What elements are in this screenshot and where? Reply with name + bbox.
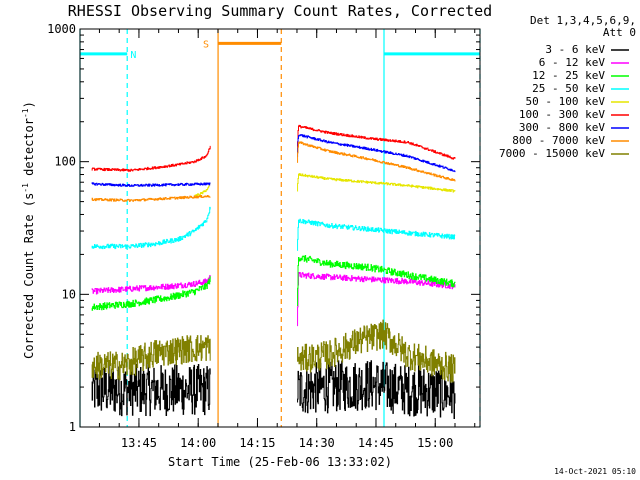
series-1-segment-1	[91, 363, 211, 417]
series-7-segment-2	[297, 134, 456, 173]
y-tick-label-1: 1	[69, 420, 76, 434]
y-tick-label-2: 10	[62, 287, 76, 301]
series-8-segment-1	[91, 194, 211, 203]
series-3-segment-1	[91, 276, 211, 311]
y-axis-label: Corrected Count Rate (s-1 detector-1)	[21, 101, 36, 359]
plot-frame	[79, 28, 481, 428]
x-tick-label-3: 14:15	[239, 436, 275, 450]
legend-label-3: 12 - 25 keV	[532, 69, 605, 82]
y-axis-label-unit2: detector	[22, 118, 36, 183]
detector-label: Det 1,3,4,5,6,9,	[530, 14, 636, 27]
y-axis-label-close: )	[22, 101, 36, 108]
legend-label-4: 25 - 50 keV	[532, 82, 605, 95]
series-5-segment-2	[297, 173, 456, 193]
legend-label-9: 7000 - 15000 keV	[499, 147, 605, 160]
legend-label-1: 3 - 6 keV	[545, 43, 605, 56]
legend-label-8: 800 - 7000 keV	[512, 134, 605, 147]
legend-label-2: 6 - 12 keV	[539, 56, 606, 69]
series-4-segment-1	[91, 206, 211, 250]
data-marks: NS	[79, 29, 481, 427]
x-tick-label-4: 14:30	[299, 436, 335, 450]
y-axis-label-exp1: -1	[21, 183, 30, 193]
legend-label-7: 300 - 800 keV	[519, 121, 605, 134]
series-9-segment-1	[91, 335, 211, 381]
axis-ticks: 13:45 14:00 14:15 14:30 14:45 15:00 1 10 100 1000	[47, 22, 480, 450]
series-6-segment-2	[297, 124, 456, 160]
x-tick-label-2: 14:00	[180, 436, 216, 450]
y-axis-label-exp2: -1	[21, 108, 30, 118]
series-6-segment-1	[91, 145, 211, 172]
series-4-segment-2	[297, 218, 456, 251]
series-8-segment-2	[297, 141, 456, 182]
night-label: N	[130, 50, 136, 61]
y-tick-label-3: 100	[54, 155, 76, 169]
footer-timestamp: 14-Oct-2021 05:10	[554, 467, 636, 476]
y-axis-label-main: Corrected Count Rate (s	[22, 193, 36, 359]
x-tick-label-5: 14:45	[358, 436, 394, 450]
series-2-segment-2	[297, 271, 456, 327]
series-3-segment-2	[297, 254, 456, 307]
x-tick-label-1: 13:45	[121, 436, 157, 450]
series-1-segment-2	[297, 360, 456, 419]
series-7-segment-1	[91, 182, 211, 187]
chart-title: RHESSI Observing Summary Count Rates, Co…	[68, 2, 492, 20]
series-5-segment-1	[194, 183, 211, 198]
x-tick-label-6: 15:00	[417, 436, 453, 450]
legend-label-5: 50 - 100 keV	[526, 95, 606, 108]
series-2-segment-1	[91, 275, 211, 295]
y-tick-label-4: 1000	[47, 22, 76, 36]
series-9-segment-2	[297, 319, 456, 383]
legend-label-6: 100 - 300 keV	[519, 108, 605, 121]
attenuator-label: Att 0	[603, 26, 636, 39]
saa-label: S	[203, 39, 209, 50]
x-axis-label: Start Time (25-Feb-06 13:33:02)	[168, 455, 392, 469]
